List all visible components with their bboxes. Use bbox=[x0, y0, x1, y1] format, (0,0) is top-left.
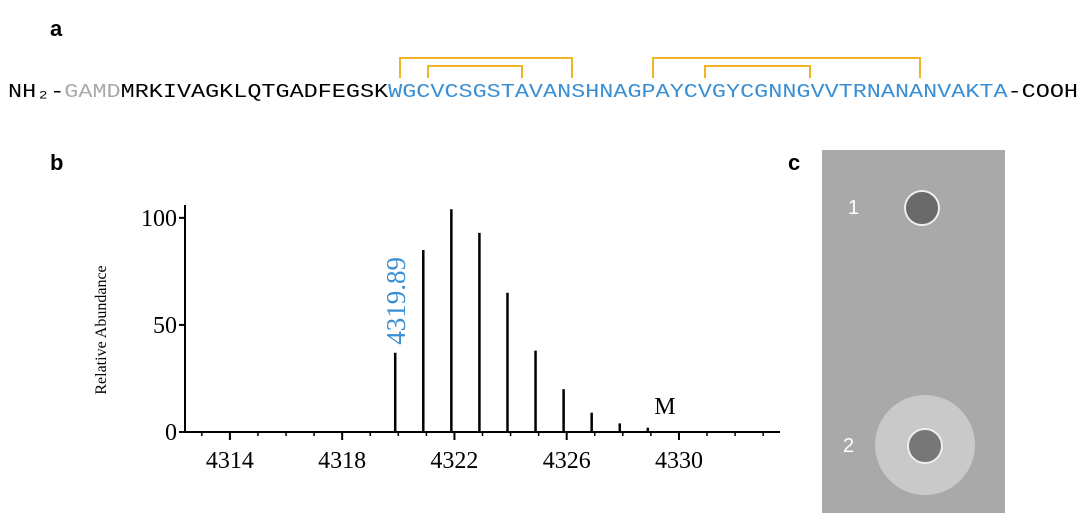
sequence-segment: NH₂- bbox=[8, 81, 64, 103]
sequence: NH₂- GAMD MRKIVAGKLQTGADFEGSK WGCVCSGSTAVAN… bbox=[8, 81, 1078, 103]
x-tick-label: 4330 bbox=[655, 448, 703, 474]
sequence-segment: -COOH bbox=[1008, 81, 1078, 103]
y-tick-label: 100 bbox=[141, 206, 177, 232]
x-tick-label: 4314 bbox=[206, 448, 254, 474]
well-label: 1 bbox=[848, 197, 859, 219]
panel-label: a bbox=[50, 16, 63, 41]
y-axis-label: Relative Abundance bbox=[93, 265, 110, 394]
well bbox=[907, 428, 943, 464]
sequence-segment: GAMD bbox=[64, 81, 120, 103]
panel-label: b bbox=[50, 150, 63, 175]
panel-label: c bbox=[788, 150, 800, 175]
y-tick-label: 50 bbox=[153, 313, 177, 339]
annotation: M bbox=[654, 394, 675, 420]
peak-annotation: 4319.89 bbox=[381, 257, 411, 345]
sequence-segment: MRKIVAGKLQTGADFEGSK bbox=[121, 81, 389, 103]
sequence-segment: WGCVCSGSTAVANSHNAGPAYCVGYCGNNGVVTRNANANV… bbox=[388, 81, 1008, 103]
x-tick-label: 4322 bbox=[430, 448, 478, 474]
x-tick-label: 4326 bbox=[543, 448, 591, 474]
x-tick-label: 4318 bbox=[318, 448, 366, 474]
disulfide-brackets bbox=[399, 57, 921, 78]
well bbox=[904, 190, 940, 226]
spectrum: 0 50 100 4314 4318 4322 4326 4330 Relative Abund… bbox=[93, 205, 780, 474]
y-tick-label: 0 bbox=[165, 420, 177, 446]
well-label: 2 bbox=[843, 435, 854, 457]
